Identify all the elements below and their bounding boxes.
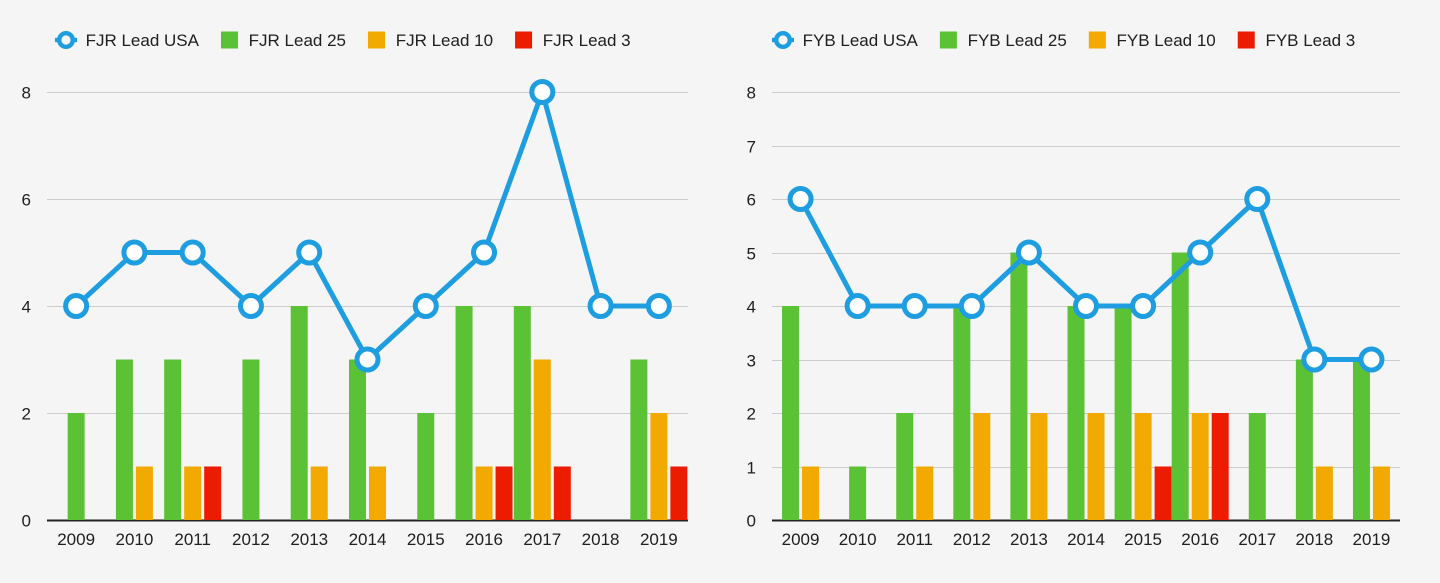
svg-text:FYB Lead 3: FYB Lead 3 bbox=[1265, 31, 1355, 50]
svg-text:0: 0 bbox=[747, 512, 756, 531]
svg-text:2009: 2009 bbox=[57, 530, 95, 549]
svg-text:2012: 2012 bbox=[232, 530, 270, 549]
svg-text:2013: 2013 bbox=[1010, 530, 1048, 549]
svg-text:2011: 2011 bbox=[896, 530, 933, 549]
svg-text:6: 6 bbox=[747, 191, 756, 210]
svg-text:2014: 2014 bbox=[1067, 530, 1105, 549]
svg-text:2017: 2017 bbox=[1238, 530, 1276, 549]
svg-text:2010: 2010 bbox=[115, 530, 153, 549]
svg-text:2018: 2018 bbox=[1295, 530, 1333, 549]
svg-text:6: 6 bbox=[22, 191, 31, 210]
svg-text:2019: 2019 bbox=[640, 530, 678, 549]
svg-text:3: 3 bbox=[747, 352, 756, 371]
svg-text:2011: 2011 bbox=[174, 530, 211, 549]
svg-text:2: 2 bbox=[747, 405, 756, 424]
svg-text:2019: 2019 bbox=[1353, 530, 1391, 549]
svg-text:FJR Lead 10: FJR Lead 10 bbox=[396, 31, 493, 50]
svg-text:7: 7 bbox=[747, 138, 756, 157]
svg-text:2015: 2015 bbox=[407, 530, 445, 549]
svg-text:2010: 2010 bbox=[839, 530, 877, 549]
svg-text:2009: 2009 bbox=[782, 530, 820, 549]
svg-text:1: 1 bbox=[747, 459, 756, 478]
svg-text:8: 8 bbox=[22, 84, 31, 103]
svg-text:4: 4 bbox=[22, 298, 31, 317]
svg-text:2018: 2018 bbox=[582, 530, 620, 549]
svg-text:FYB Lead 25: FYB Lead 25 bbox=[968, 31, 1067, 50]
svg-text:FYB Lead USA: FYB Lead USA bbox=[803, 31, 919, 50]
svg-text:FJR Lead 3: FJR Lead 3 bbox=[543, 31, 631, 50]
svg-text:2013: 2013 bbox=[290, 530, 328, 549]
svg-text:2016: 2016 bbox=[1181, 530, 1219, 549]
svg-text:2017: 2017 bbox=[523, 530, 561, 549]
svg-text:5: 5 bbox=[747, 245, 756, 264]
svg-text:FYB Lead 10: FYB Lead 10 bbox=[1117, 31, 1216, 50]
svg-text:8: 8 bbox=[747, 84, 756, 103]
svg-text:0: 0 bbox=[22, 512, 31, 531]
svg-text:2012: 2012 bbox=[953, 530, 991, 549]
svg-text:FJR Lead USA: FJR Lead USA bbox=[86, 31, 200, 50]
svg-text:2014: 2014 bbox=[349, 530, 387, 549]
svg-text:2016: 2016 bbox=[465, 530, 503, 549]
svg-text:FJR Lead 25: FJR Lead 25 bbox=[249, 31, 346, 50]
svg-text:2: 2 bbox=[22, 405, 31, 424]
svg-text:4: 4 bbox=[747, 298, 756, 317]
svg-text:2015: 2015 bbox=[1124, 530, 1162, 549]
